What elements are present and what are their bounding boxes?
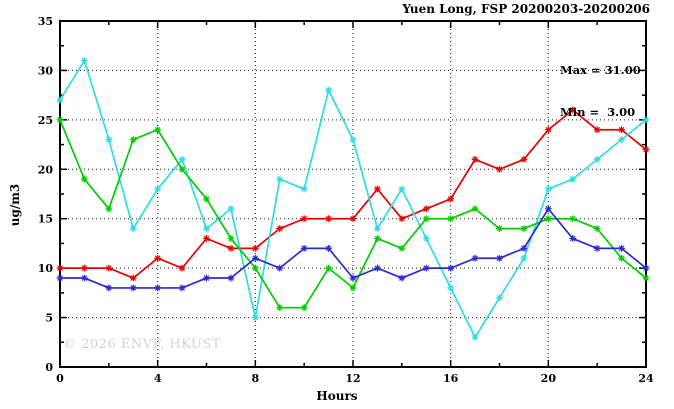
y-tick-label: 20: [38, 163, 54, 176]
y-tick-labels: 0 5 10 15 20 25 30 35: [38, 15, 54, 374]
y-tick-label: 10: [38, 262, 54, 275]
y-tick-label: 0: [45, 361, 53, 374]
series-green-markers: [56, 116, 650, 312]
y-tick-label: 5: [45, 312, 53, 325]
chart-title: Yuen Long, FSP 20200203-20200206: [402, 2, 650, 16]
series-green: [56, 116, 650, 312]
series-cyan-line: [59, 58, 647, 340]
x-tick-label: 24: [638, 372, 654, 385]
gridlines: [60, 21, 646, 367]
x-tick-label: 12: [345, 372, 360, 385]
x-tick-label: 8: [252, 372, 260, 385]
series-cyan: [56, 57, 650, 341]
y-axis-label: ug/m3: [8, 183, 22, 227]
series-red-markers: [56, 106, 650, 282]
x-tick-label: 16: [443, 372, 459, 385]
series-red: [56, 106, 650, 282]
x-tick-label: 20: [541, 372, 557, 385]
y-tick-label: 25: [38, 114, 53, 127]
y-tick-label: 35: [38, 15, 53, 28]
x-tick-label: 0: [56, 372, 64, 385]
x-axis-label: Hours: [316, 389, 358, 403]
watermark: © 2026 ENVF, HKUST: [63, 337, 221, 352]
x-tick-labels: 0 4 8 12 16 20 24: [56, 372, 654, 385]
x-tick-label: 4: [154, 372, 162, 385]
min-value-label: Min = 3.00: [560, 105, 636, 119]
stats-annotation: Max = 31.00 Min = 3.00: [560, 35, 641, 133]
plot-border: [59, 20, 647, 368]
series-cyan-markers: [56, 57, 650, 341]
series-blue-markers: [56, 205, 650, 292]
y-tick-label: 15: [38, 213, 53, 226]
series-blue: [56, 205, 650, 292]
y-tick-label: 30: [38, 64, 54, 77]
max-value-label: Max = 31.00: [560, 63, 641, 77]
